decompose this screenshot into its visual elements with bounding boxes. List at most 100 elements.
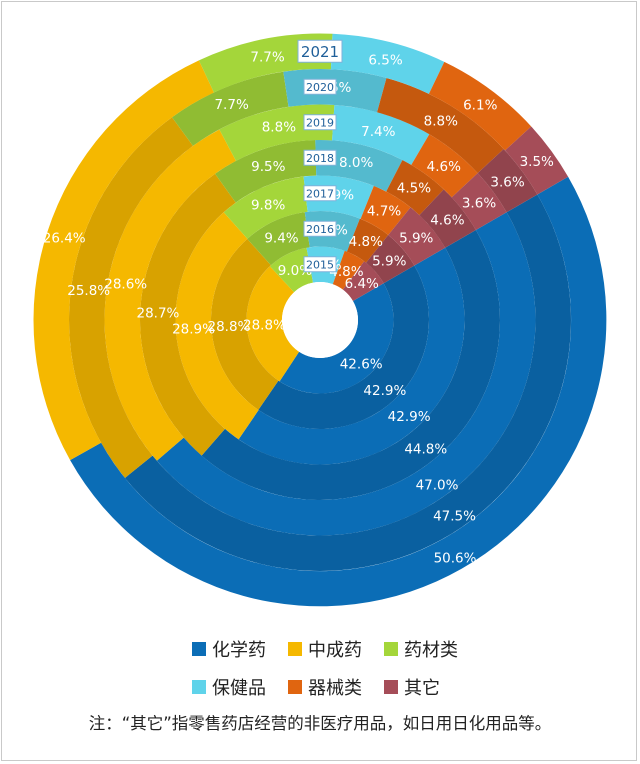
legend: 化学药 中成药 药材类 保健品 器械类 其它 bbox=[192, 636, 492, 700]
value-label: 28.8% bbox=[207, 319, 250, 335]
segment-器械类-2019 bbox=[411, 134, 478, 198]
value-label: 3.5% bbox=[520, 154, 554, 170]
segment-其它-2020 bbox=[477, 148, 538, 213]
value-label: 47.5% bbox=[433, 509, 476, 525]
value-label: 9.4% bbox=[264, 230, 298, 246]
legend-label: 化学药 bbox=[212, 640, 266, 661]
value-label: 8.0% bbox=[339, 155, 373, 171]
legend-item: 化学药 bbox=[192, 636, 288, 662]
year-label-box bbox=[303, 185, 337, 202]
value-label: 4.8% bbox=[329, 264, 363, 280]
value-label: 7.4% bbox=[361, 124, 395, 140]
value-label: 9.8% bbox=[251, 197, 285, 213]
legend-label: 保健品 bbox=[212, 678, 266, 699]
segment-药材类-2017 bbox=[223, 176, 308, 239]
year-label-2016: 2016 bbox=[306, 223, 334, 236]
value-label: 42.9% bbox=[388, 409, 431, 425]
year-label-box bbox=[303, 114, 337, 131]
legend-item: 保健品 bbox=[192, 674, 288, 700]
year-label-2020: 2020 bbox=[306, 81, 334, 94]
value-label: 4.8% bbox=[349, 234, 383, 250]
year-label-box bbox=[303, 78, 337, 95]
year-label-2021: 2021 bbox=[301, 43, 339, 61]
value-label: 42.6% bbox=[340, 357, 383, 373]
segment-保健品-2021 bbox=[330, 33, 445, 94]
segment-其它-2021 bbox=[505, 126, 569, 195]
year-label-box bbox=[303, 256, 337, 273]
year-label-2017: 2017 bbox=[306, 187, 334, 200]
segment-中成药-2020 bbox=[69, 117, 193, 478]
segment-化学药-2017 bbox=[238, 247, 465, 465]
legend-swatch bbox=[192, 680, 206, 694]
value-label: 6.1% bbox=[463, 97, 497, 113]
segment-器械类-2016 bbox=[346, 218, 389, 263]
legend-label: 其它 bbox=[404, 678, 440, 699]
segment-药材类-2018 bbox=[215, 140, 317, 203]
value-label: 8.8% bbox=[424, 113, 458, 129]
value-label: 3.6% bbox=[490, 174, 524, 190]
segment-保健品-2019 bbox=[332, 104, 430, 165]
legend-swatch bbox=[288, 642, 302, 656]
value-label: 6.5% bbox=[368, 52, 402, 68]
segment-器械类-2015 bbox=[332, 250, 365, 290]
legend-swatch bbox=[192, 642, 206, 656]
legend-swatch bbox=[384, 642, 398, 656]
value-label: 47.0% bbox=[416, 478, 459, 494]
segment-中成药-2015 bbox=[246, 266, 300, 382]
segment-其它-2019 bbox=[451, 173, 507, 230]
segment-化学药-2021 bbox=[70, 176, 607, 607]
value-label: 28.8% bbox=[243, 318, 286, 334]
value-label: 4.7% bbox=[367, 204, 401, 220]
segment-药材类-2015 bbox=[269, 247, 314, 293]
segment-药材类-2016 bbox=[247, 212, 310, 266]
legend-swatch bbox=[288, 680, 302, 694]
value-label: 4.6% bbox=[430, 213, 464, 229]
value-label: 42.9% bbox=[363, 383, 406, 399]
footnote: 注：“其它”指零售药店经营的非医疗用品，如日用日化用品等。 bbox=[88, 714, 552, 733]
segment-器械类-2020 bbox=[377, 77, 504, 174]
segment-保健品-2018 bbox=[315, 139, 403, 192]
value-label: 28.7% bbox=[136, 305, 179, 321]
segment-化学药-2015 bbox=[279, 283, 394, 394]
value-label: 9.5% bbox=[251, 159, 285, 175]
legend-swatch bbox=[384, 680, 398, 694]
segment-化学药-2018 bbox=[201, 230, 500, 500]
segment-化学药-2016 bbox=[258, 265, 429, 429]
value-label: 28.9% bbox=[172, 321, 215, 337]
ring-segments bbox=[33, 33, 607, 607]
segment-器械类-2021 bbox=[428, 61, 532, 151]
segment-其它-2016 bbox=[366, 235, 415, 284]
value-label: 44.8% bbox=[404, 442, 447, 458]
segment-中成药-2021 bbox=[33, 60, 214, 461]
segment-化学药-2020 bbox=[124, 194, 571, 571]
segment-中成药-2016 bbox=[210, 238, 279, 410]
year-label-box bbox=[303, 220, 337, 237]
year-label-2015: 2015 bbox=[306, 258, 334, 271]
segment-中成药-2018 bbox=[140, 173, 236, 456]
year-labels: 2015 2016 2017 2018 2019 2020 2021 bbox=[297, 39, 343, 273]
segment-其它-2015 bbox=[342, 261, 384, 301]
legend-label: 药材类 bbox=[404, 640, 458, 661]
value-label: 7.7% bbox=[214, 97, 248, 113]
value-label: 5.9% bbox=[399, 231, 433, 247]
value-label: 28.6% bbox=[104, 276, 147, 292]
legend-label: 中成药 bbox=[308, 640, 362, 661]
segment-中成药-2019 bbox=[104, 129, 236, 461]
year-label-box bbox=[303, 149, 337, 166]
segment-器械类-2017 bbox=[360, 185, 411, 236]
value-label: 7.7% bbox=[250, 49, 284, 65]
legend-item: 药材类 bbox=[384, 636, 480, 662]
value-label: 4.5% bbox=[397, 181, 431, 197]
value-label: 4.6% bbox=[427, 159, 461, 175]
value-label: 3.6% bbox=[462, 195, 496, 211]
segment-药材类-2020 bbox=[172, 71, 289, 146]
segment-中成药-2017 bbox=[175, 212, 259, 440]
value-label: 50.6% bbox=[434, 550, 477, 566]
year-label-2018: 2018 bbox=[306, 152, 334, 165]
value-label: 5.9% bbox=[372, 254, 406, 270]
legend-label: 器械类 bbox=[308, 678, 362, 699]
legend-item: 其它 bbox=[384, 674, 480, 700]
year-label-2019: 2019 bbox=[306, 116, 334, 129]
